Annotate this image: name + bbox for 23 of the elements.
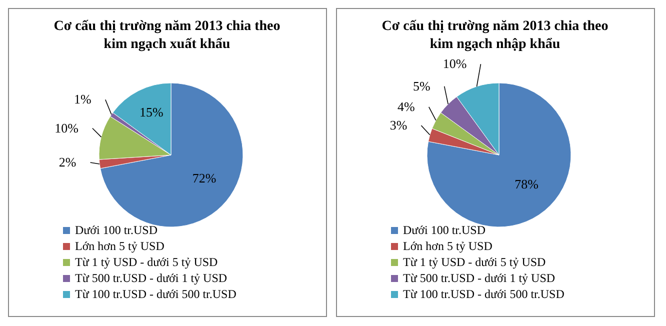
data-label: 5% bbox=[413, 78, 430, 94]
pie-slice bbox=[100, 82, 244, 228]
data-label: 78% bbox=[514, 176, 539, 192]
data-label: 3% bbox=[390, 117, 408, 132]
data-label: 10% bbox=[54, 120, 79, 136]
legend-label: Lớn hơn 5 tỷ USD bbox=[75, 239, 165, 253]
legend-label: Lớn hơn 5 tỷ USD bbox=[403, 239, 493, 253]
chart-title: Cơ cấu thị trường năm 2013 chia theo kim ngạch xuất khẩu bbox=[54, 19, 280, 52]
legend-label: Dưới 100 tr.USD bbox=[75, 223, 158, 237]
data-label: 15% bbox=[139, 104, 164, 120]
legend-label: Từ 500 tr.USD - dưới 1 tỷ USD bbox=[75, 271, 228, 285]
legend-label: Từ 100 tr.USD - dưới 500 tr.USD bbox=[403, 287, 565, 301]
data-label: 2% bbox=[58, 154, 76, 170]
data-label: 4% bbox=[398, 98, 416, 114]
legend-label: Từ 1 tỷ USD - dưới 5 tỷ USD bbox=[75, 255, 218, 269]
legend-label: Dưới 100 tr.USD bbox=[403, 223, 486, 237]
data-label: 72% bbox=[192, 170, 216, 186]
chart-title: Cơ cấu thị trường năm 2013 chia theo kim ngạch nhập khẩu bbox=[382, 19, 608, 52]
data-label: 10% bbox=[442, 56, 467, 72]
legend-label: Từ 500 tr.USD - dưới 1 tỷ USD bbox=[403, 271, 556, 285]
legend-label: Từ 1 tỷ USD - dưới 5 tỷ USD bbox=[403, 255, 546, 269]
data-label: 1% bbox=[74, 92, 92, 107]
legend-label: Từ 100 tr.USD - dưới 500 tr.USD bbox=[75, 287, 237, 301]
